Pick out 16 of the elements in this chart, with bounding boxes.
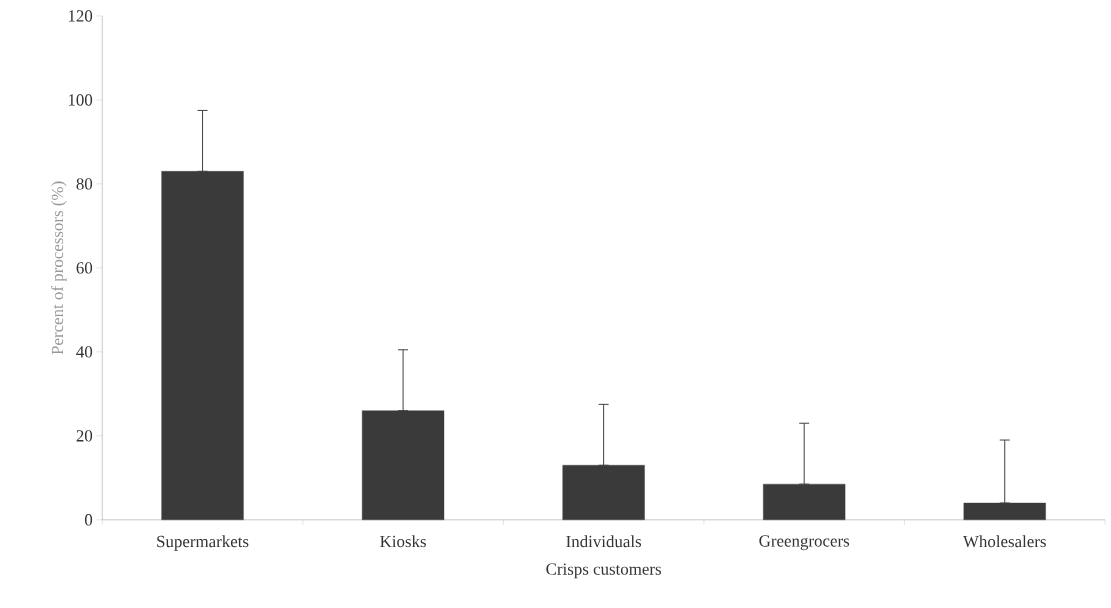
y-tick-label: 0 [84,514,93,526]
bar [763,484,846,521]
y-tick-label: 20 [76,430,93,442]
y-tick-label: 100 [68,94,93,106]
bar [963,503,1046,521]
x-tick-label: Greengrocers [759,535,850,551]
x-tick-label: Kiosks [380,535,426,548]
y-axis-title: Percent of processors (%) [51,181,67,355]
y-tick-label: 60 [76,262,93,274]
y-tick-label: 120 [68,10,93,22]
y-tick-label: 80 [76,178,93,190]
x-axis-title: Crisps customers [546,563,661,579]
x-tick-label: Individuals [566,535,642,548]
y-tick-label: 40 [76,346,93,358]
x-tick-label: Wholesalers [962,535,1046,548]
x-tick-label: Supermarkets [157,535,249,551]
